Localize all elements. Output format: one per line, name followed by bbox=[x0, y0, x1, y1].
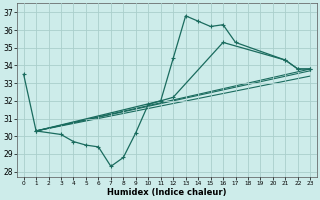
X-axis label: Humidex (Indice chaleur): Humidex (Indice chaleur) bbox=[107, 188, 227, 197]
